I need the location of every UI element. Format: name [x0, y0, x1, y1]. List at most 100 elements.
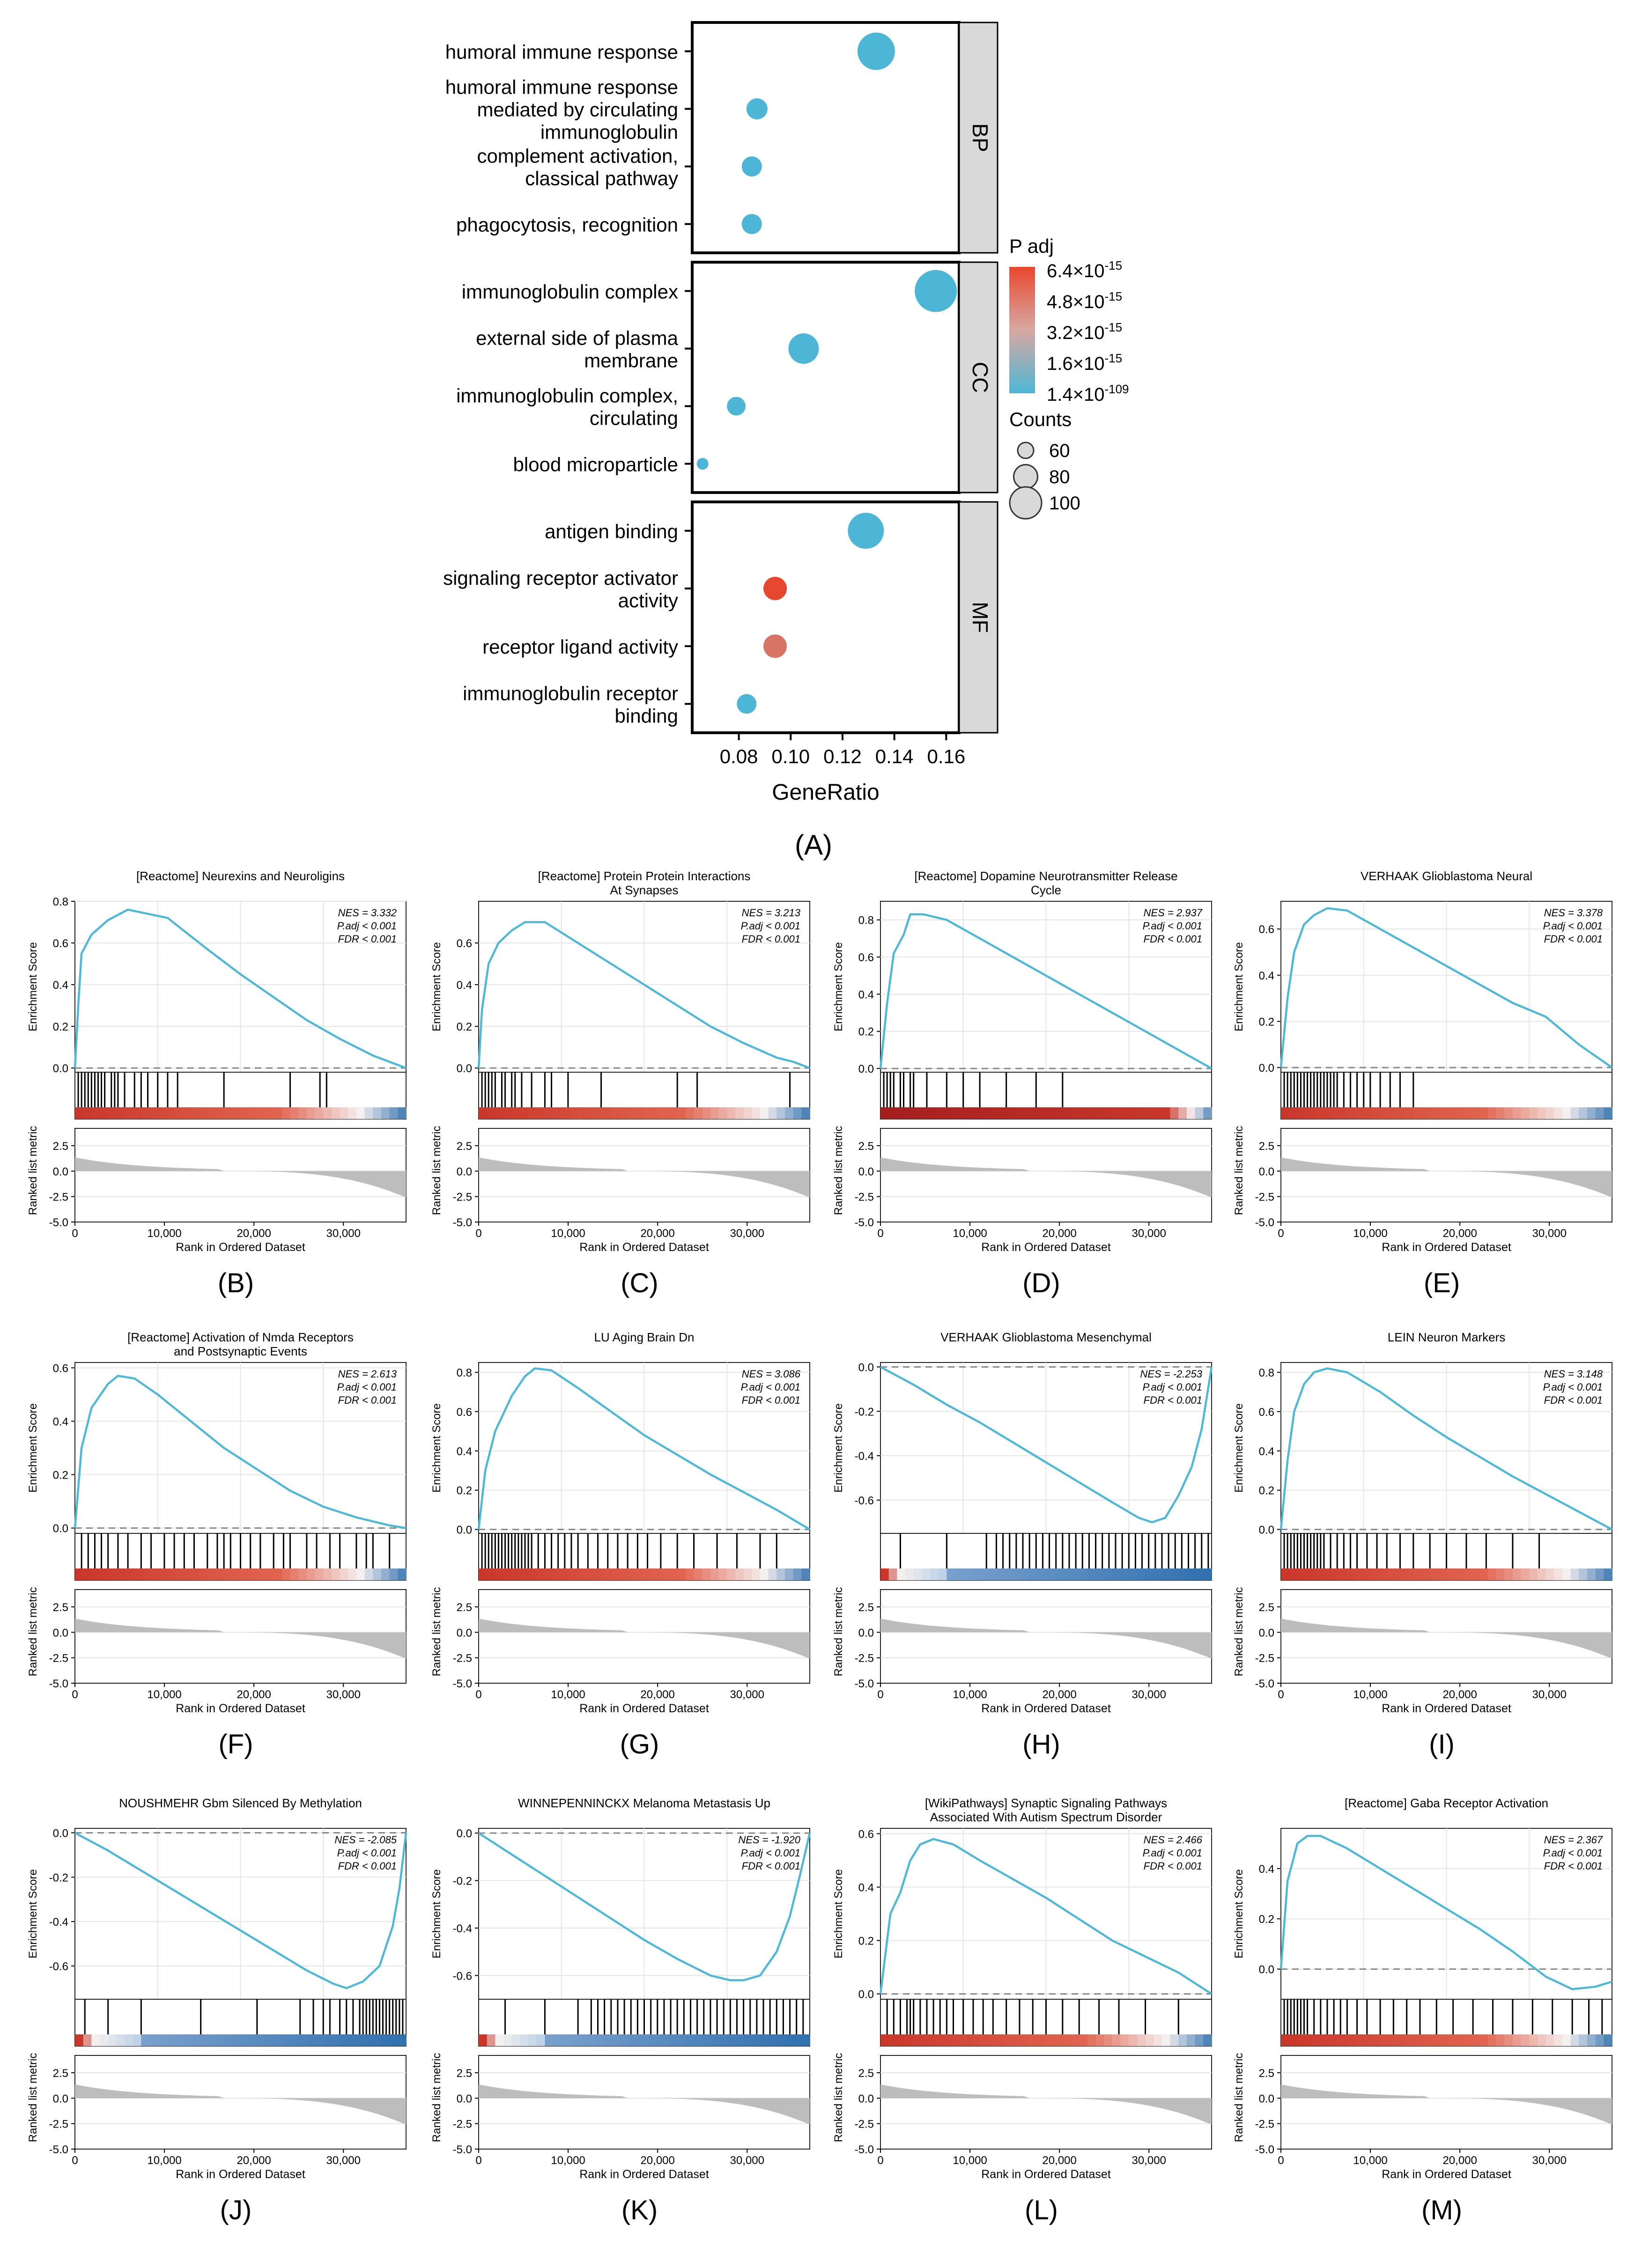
metric-tick-label: -5.0 [855, 2143, 874, 2156]
y-tick-label: -0.4 [49, 1916, 68, 1929]
rank-color-segment [1579, 1107, 1588, 1119]
rank-color-segment [1363, 1568, 1373, 1580]
gsea-title: NOUSHMEHR Gbm Silenced By Methylation [119, 1796, 362, 1810]
rank-color-segment [274, 2034, 282, 2046]
x-tick-label: 20,000 [1442, 2154, 1477, 2167]
rank-color-segment [652, 1107, 661, 1119]
x-tick-label: 10,000 [147, 1227, 181, 1240]
y-tick-label: 0.0 [858, 1361, 874, 1374]
rank-color-segment [644, 2034, 653, 2046]
rank-color-segment [503, 1568, 512, 1580]
rank-color-segment [323, 1568, 332, 1580]
metric-tick-label: 2.5 [858, 1140, 874, 1153]
enrichment-curve [880, 1366, 1213, 1524]
rank-color-segment [784, 1107, 794, 1119]
rank-color-segment [1170, 1568, 1179, 1580]
dot-point [727, 397, 746, 416]
rank-color-segment [389, 1568, 399, 1580]
rank-color-segment [141, 1107, 150, 1119]
fdr-stat: FDR < 0.001 [1144, 1860, 1202, 1872]
rank-color-segment [1095, 2034, 1105, 2046]
rank-color-segment [1471, 1568, 1480, 1580]
rank-color-segment [578, 2034, 587, 2046]
rank-color-segment [1178, 1568, 1187, 1580]
rank-color-segment [323, 2034, 332, 2046]
rank-color-segment [240, 2034, 250, 2046]
rank-color-segment [1161, 2034, 1171, 2046]
y-tick-label: 0.6 [53, 1362, 68, 1375]
ranked-metric-area [880, 1619, 1212, 1659]
padj-stat: P.adj < 0.001 [1143, 1847, 1202, 1859]
padj-stat: P.adj < 0.001 [1143, 1381, 1202, 1393]
rank-color-segment [1195, 1568, 1204, 1580]
rank-color-segment [1104, 1107, 1113, 1119]
rank-color-segment [793, 1107, 802, 1119]
rank-color-segment [1112, 2034, 1121, 2046]
rank-color-segment [1129, 1568, 1138, 1580]
rank-color-segment [520, 1107, 529, 1119]
metric-tick-label: -5.0 [49, 1678, 68, 1690]
term-label: classical pathway [525, 168, 678, 190]
rank-color-segment [257, 2034, 266, 2046]
y-axis-title: Enrichment Score [1233, 1869, 1245, 1959]
rank-color-segment [897, 2034, 906, 2046]
rank-color-segment [141, 2034, 150, 2046]
rank-color-segment [1314, 2034, 1323, 2046]
metric-tick-label: -5.0 [855, 1216, 874, 1229]
metric-tick-label: 2.5 [1259, 1140, 1274, 1153]
metric-tick-label: 0.0 [858, 1627, 874, 1639]
y-tick-label: 0.4 [1259, 1863, 1274, 1876]
rank-color-segment [1087, 1107, 1096, 1119]
term-label: binding [615, 705, 678, 727]
rank-color-segment [125, 1107, 133, 1119]
rank-color-segment [947, 1568, 956, 1580]
rank-color-segment [1112, 1107, 1121, 1119]
enrichment-curve [477, 921, 810, 1069]
rank-color-segment [578, 1107, 587, 1119]
rank-color-segment [1546, 1107, 1555, 1119]
y-axis-title: Enrichment Score [430, 942, 443, 1031]
x-tick-label: 20,000 [1042, 1227, 1076, 1240]
rank-color-segment [913, 1107, 923, 1119]
enrichment-curve [879, 1838, 1213, 1995]
rank-color-segment [166, 1107, 175, 1119]
rank-color-segment [331, 1107, 340, 1119]
rank-color-segment [364, 1107, 374, 1119]
rank-color-segment [166, 1568, 175, 1580]
term-label: external side of plasma [476, 327, 679, 349]
rank-color-segment [1562, 1107, 1571, 1119]
metric-tick-label: 0.0 [1259, 1165, 1274, 1178]
rank-color-segment [1363, 2034, 1373, 2046]
rank-color-segment [677, 1568, 686, 1580]
rank-color-segment [215, 1568, 225, 1580]
metric-tick-label: -2.5 [855, 1191, 874, 1204]
rank-color-segment [389, 2034, 399, 2046]
ranked-metric-area [75, 1619, 406, 1659]
y-tick-label: 0.4 [858, 1881, 874, 1894]
rank-color-segment [1529, 1107, 1538, 1119]
rank-color-segment [1137, 2034, 1146, 2046]
x-tick-label: 10,000 [551, 1688, 585, 1701]
nes-stat: NES = 2.466 [1144, 1834, 1203, 1846]
metric-axis-title: Ranked list metric [430, 2053, 443, 2143]
ranked-metric-area [880, 1157, 1212, 1198]
y-axis-title: Enrichment Score [27, 942, 39, 1031]
rank-color-segment [1380, 1568, 1389, 1580]
rank-color-segment [1521, 1568, 1530, 1580]
rank-color-segment [174, 1568, 183, 1580]
rank-color-segment [1195, 1107, 1204, 1119]
x-axis-title: Rank in Ordered Dataset [981, 1241, 1111, 1254]
rank-color-segment [1579, 2034, 1588, 2046]
rank-color-segment [897, 1107, 906, 1119]
y-tick-label: 0.4 [1259, 1445, 1274, 1458]
gsea-title: VERHAAK Glioblastoma Neural [1361, 869, 1532, 883]
rank-color-segment [1380, 2034, 1389, 2046]
rank-color-segment [619, 1568, 629, 1580]
dot-point [857, 32, 895, 70]
rank-color-segment [1438, 1568, 1447, 1580]
rank-color-segment [553, 1568, 562, 1580]
rank-color-segment [1496, 1568, 1505, 1580]
rank-color-segment [603, 1568, 612, 1580]
rank-color-segment [232, 2034, 241, 2046]
x-axis-title: Rank in Ordered Dataset [579, 1702, 709, 1715]
